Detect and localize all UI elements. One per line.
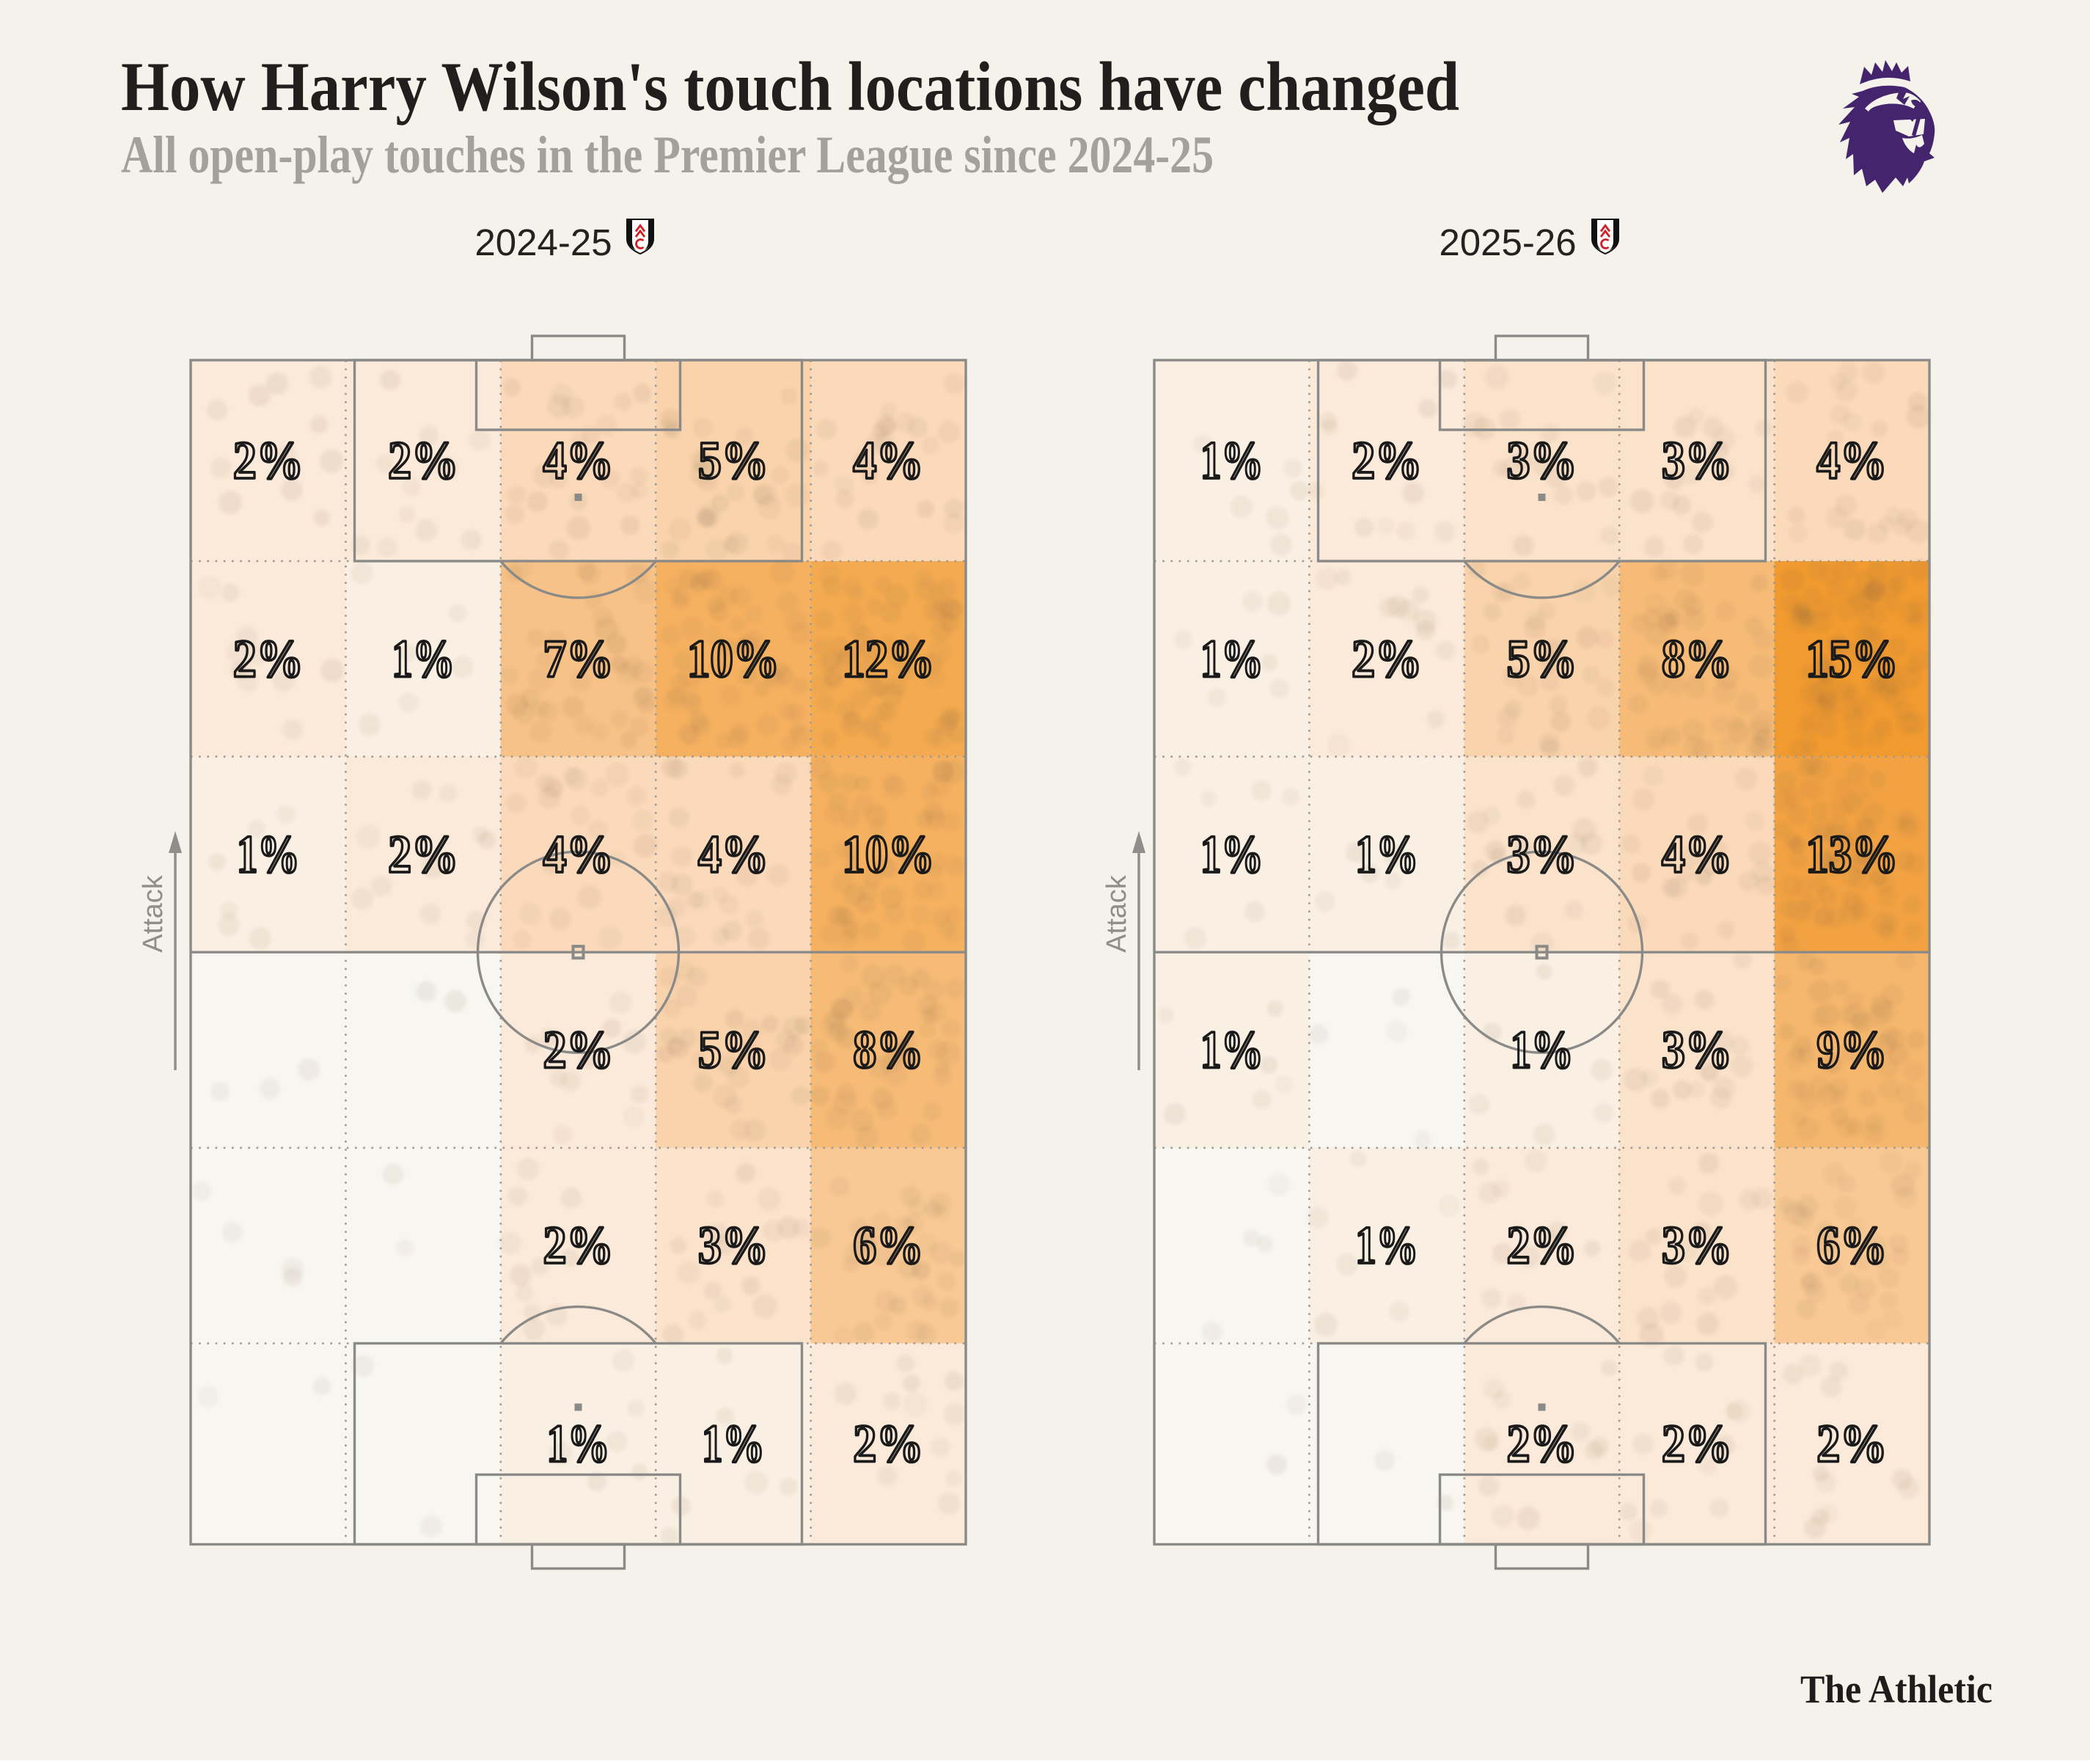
svg-text:2%: 2% xyxy=(388,824,458,884)
svg-text:8%: 8% xyxy=(1662,629,1732,688)
svg-text:2%: 2% xyxy=(1816,1414,1887,1474)
svg-text:1%: 1% xyxy=(1511,1020,1574,1080)
svg-text:10%: 10% xyxy=(842,824,934,884)
svg-text:2%: 2% xyxy=(388,431,458,490)
svg-text:1%: 1% xyxy=(1200,824,1264,884)
svg-text:6%: 6% xyxy=(1816,1215,1887,1275)
svg-text:2%: 2% xyxy=(543,1215,614,1275)
svg-text:5%: 5% xyxy=(698,1020,769,1080)
svg-text:15%: 15% xyxy=(1805,629,1898,688)
svg-text:5%: 5% xyxy=(698,431,769,490)
svg-text:4%: 4% xyxy=(1816,431,1887,490)
svg-text:7%: 7% xyxy=(543,629,614,688)
svg-text:3%: 3% xyxy=(698,1215,769,1275)
svg-text:3%: 3% xyxy=(1507,431,1577,490)
svg-text:2024-25: 2024-25 xyxy=(474,222,612,263)
svg-text:2%: 2% xyxy=(543,1020,614,1080)
svg-text:1%: 1% xyxy=(702,1414,765,1474)
svg-text:1%: 1% xyxy=(1355,824,1418,884)
svg-text:All open-play touches in the P: All open-play touches in the Premier Lea… xyxy=(121,125,1214,184)
svg-text:10%: 10% xyxy=(687,629,780,688)
svg-text:13%: 13% xyxy=(1805,824,1898,884)
svg-text:5%: 5% xyxy=(1507,629,1577,688)
svg-text:1%: 1% xyxy=(1200,431,1264,490)
svg-text:4%: 4% xyxy=(543,431,614,490)
svg-text:2%: 2% xyxy=(1507,1215,1577,1275)
svg-text:3%: 3% xyxy=(1662,1215,1732,1275)
svg-text:The Athletic: The Athletic xyxy=(1800,1667,1992,1711)
svg-text:2025-26: 2025-26 xyxy=(1439,222,1576,263)
svg-text:1%: 1% xyxy=(392,629,455,688)
svg-text:6%: 6% xyxy=(853,1215,923,1275)
svg-text:2%: 2% xyxy=(1662,1414,1732,1474)
svg-text:4%: 4% xyxy=(543,824,614,884)
svg-text:2%: 2% xyxy=(1352,431,1422,490)
svg-text:1%: 1% xyxy=(547,1414,610,1474)
svg-text:9%: 9% xyxy=(1816,1020,1887,1080)
svg-text:Attack: Attack xyxy=(138,874,169,953)
svg-text:2%: 2% xyxy=(233,629,304,688)
svg-text:4%: 4% xyxy=(698,824,769,884)
svg-text:How Harry Wilson's touch locat: How Harry Wilson's touch locations have … xyxy=(121,48,1459,125)
svg-text:3%: 3% xyxy=(1662,1020,1732,1080)
svg-text:4%: 4% xyxy=(1662,824,1732,884)
svg-text:1%: 1% xyxy=(1200,1020,1264,1080)
svg-text:1%: 1% xyxy=(1355,1215,1418,1275)
svg-text:2%: 2% xyxy=(853,1414,923,1474)
svg-text:1%: 1% xyxy=(1200,629,1264,688)
svg-text:3%: 3% xyxy=(1662,431,1732,490)
svg-text:12%: 12% xyxy=(842,629,934,688)
svg-text:4%: 4% xyxy=(853,431,923,490)
svg-text:Attack: Attack xyxy=(1101,874,1132,953)
svg-text:2%: 2% xyxy=(1352,629,1422,688)
svg-text:3%: 3% xyxy=(1507,824,1577,884)
svg-text:1%: 1% xyxy=(237,824,300,884)
svg-text:2%: 2% xyxy=(1507,1414,1577,1474)
svg-text:2%: 2% xyxy=(233,431,304,490)
svg-text:8%: 8% xyxy=(853,1020,923,1080)
